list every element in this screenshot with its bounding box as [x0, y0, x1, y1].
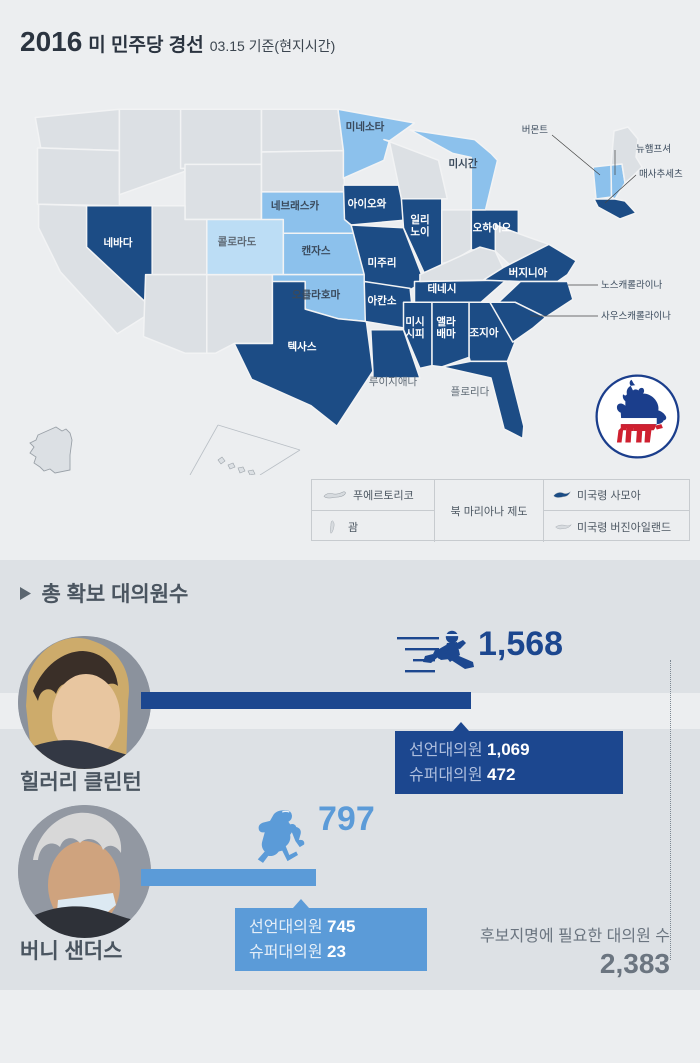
svg-text:사우스캐롤라이나: 사우스캐롤라이나: [601, 311, 671, 322]
svg-text:매사추세츠: 매사추세츠: [639, 169, 683, 180]
svg-text:텍사스: 텍사스: [288, 340, 317, 353]
svg-text:오하이오: 오하이오: [473, 221, 512, 234]
svg-text:플로리다: 플로리다: [451, 386, 490, 398]
svg-text:오클라호마: 오클라호마: [292, 288, 341, 301]
svg-text:아칸소: 아칸소: [368, 294, 397, 307]
svg-text:뉴햄프셔: 뉴햄프셔: [636, 143, 671, 155]
svg-text:콜로라도: 콜로라도: [218, 235, 257, 248]
svg-text:조지아: 조지아: [470, 326, 499, 339]
svg-text:일리: 일리: [410, 213, 429, 226]
svg-text:미네소타: 미네소타: [346, 120, 385, 133]
svg-text:배마: 배마: [436, 327, 456, 340]
svg-text:노스캐롤라이나: 노스캐롤라이나: [601, 280, 662, 291]
svg-text:앨라: 앨라: [436, 315, 456, 328]
svg-text:시피: 시피: [405, 327, 424, 340]
svg-text:노이: 노이: [410, 225, 429, 238]
svg-text:미시간: 미시간: [449, 157, 478, 170]
svg-text:캔자스: 캔자스: [302, 244, 331, 257]
svg-text:미주리: 미주리: [368, 256, 397, 269]
svg-text:루이지애나: 루이지애나: [369, 376, 418, 388]
svg-text:아이오와: 아이오와: [348, 197, 387, 210]
svg-text:미시: 미시: [405, 315, 424, 328]
svg-text:테네시: 테네시: [428, 282, 457, 295]
svg-text:버몬트: 버몬트: [522, 125, 548, 136]
svg-text:버지니아: 버지니아: [509, 266, 548, 279]
svg-text:네바다: 네바다: [104, 236, 133, 249]
svg-text:네브래스카: 네브래스카: [271, 199, 320, 212]
